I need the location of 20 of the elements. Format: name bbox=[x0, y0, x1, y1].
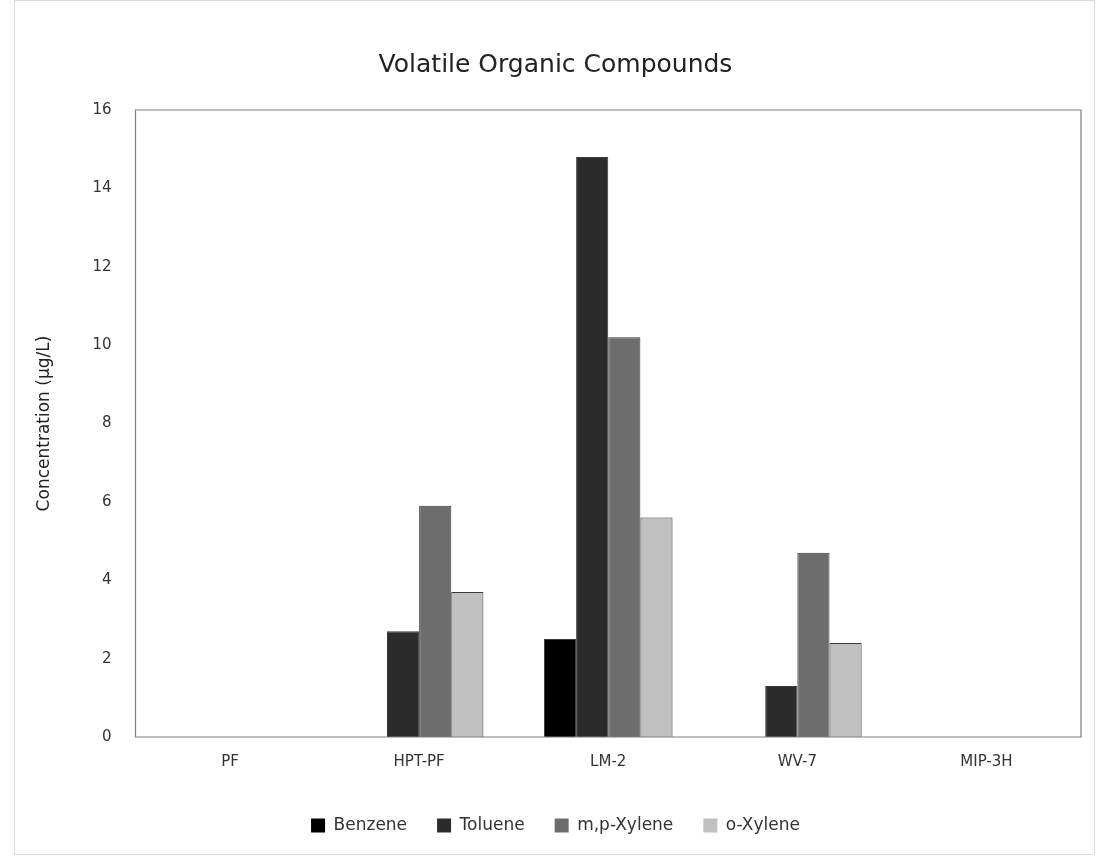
y-tick-label: 16 bbox=[92, 99, 112, 118]
y-tick-label: 8 bbox=[101, 413, 112, 432]
x-tick-label: PF bbox=[221, 751, 239, 770]
y-tick-label: 6 bbox=[101, 491, 112, 510]
legend-label: o-Xylene bbox=[725, 813, 800, 834]
y-tick-label: 12 bbox=[92, 256, 112, 275]
legend-label: Toluene bbox=[458, 813, 525, 834]
y-tick-label: 0 bbox=[101, 726, 112, 745]
y-tick-label: 10 bbox=[92, 335, 112, 354]
chart-title: Volatile Organic Compounds bbox=[378, 48, 733, 78]
y-axis-title: Concentration (µg/L) bbox=[32, 335, 53, 512]
x-tick-label: HPT-PF bbox=[393, 751, 445, 770]
y-tick-label: 2 bbox=[101, 648, 112, 667]
x-tick-label: WV-7 bbox=[777, 751, 817, 770]
y-tick-label: 4 bbox=[101, 570, 112, 589]
y-tick-label: 14 bbox=[92, 178, 112, 197]
x-tick-label: MIP-3H bbox=[960, 751, 1013, 770]
x-tick-label: LM-2 bbox=[590, 751, 627, 770]
legend-label: m,p-Xylene bbox=[577, 813, 674, 834]
legend-label: Benzene bbox=[333, 813, 408, 834]
